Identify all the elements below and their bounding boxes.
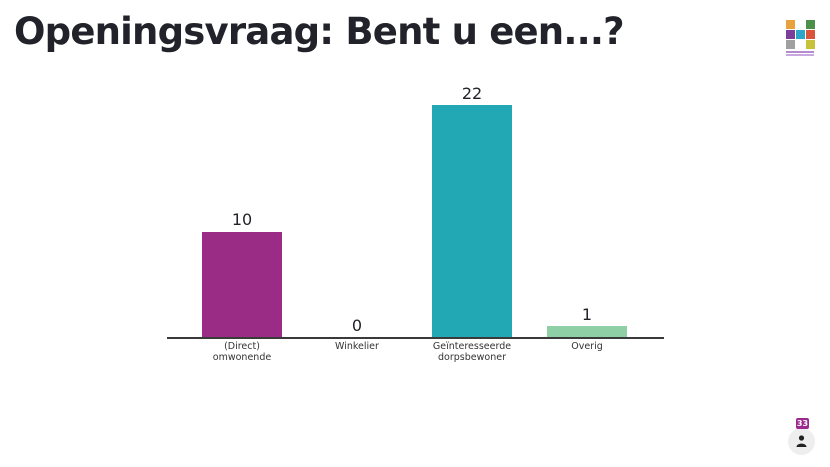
category-label-line: Geïnteresseerde xyxy=(432,341,512,352)
category-label-line: dorpsbewoner xyxy=(438,352,506,363)
bar-value-label: 22 xyxy=(461,84,483,103)
participants-widget[interactable]: 33 xyxy=(788,418,816,455)
bar-geinteresseerde-dorpsbewoner xyxy=(432,105,512,337)
participants-button[interactable] xyxy=(788,428,815,455)
category-label: Overig xyxy=(527,341,647,352)
bar-overig xyxy=(547,326,627,337)
slide-title: Openingsvraag: Bent u een...? xyxy=(14,10,625,53)
bar-direct-omwonende xyxy=(202,232,282,337)
bar-value-label: 1 xyxy=(581,305,593,324)
participant-count-badge: 33 xyxy=(796,418,809,429)
gemeente-logo-icon xyxy=(786,20,816,60)
category-label-line: Overig xyxy=(571,341,603,352)
category-label-line: omwonende xyxy=(212,352,272,363)
category-label: Winkelier xyxy=(297,341,417,352)
bar-value-label: 0 xyxy=(351,316,363,335)
category-label-line: Winkelier xyxy=(335,341,379,352)
x-axis-baseline xyxy=(167,337,664,339)
category-label: Geïnteresseerde dorpsbewoner xyxy=(412,341,532,363)
user-icon xyxy=(796,435,807,447)
category-label-line: (Direct) xyxy=(224,341,260,352)
category-label: (Direct) omwonende xyxy=(182,341,302,363)
bar-value-label: 10 xyxy=(231,210,253,229)
